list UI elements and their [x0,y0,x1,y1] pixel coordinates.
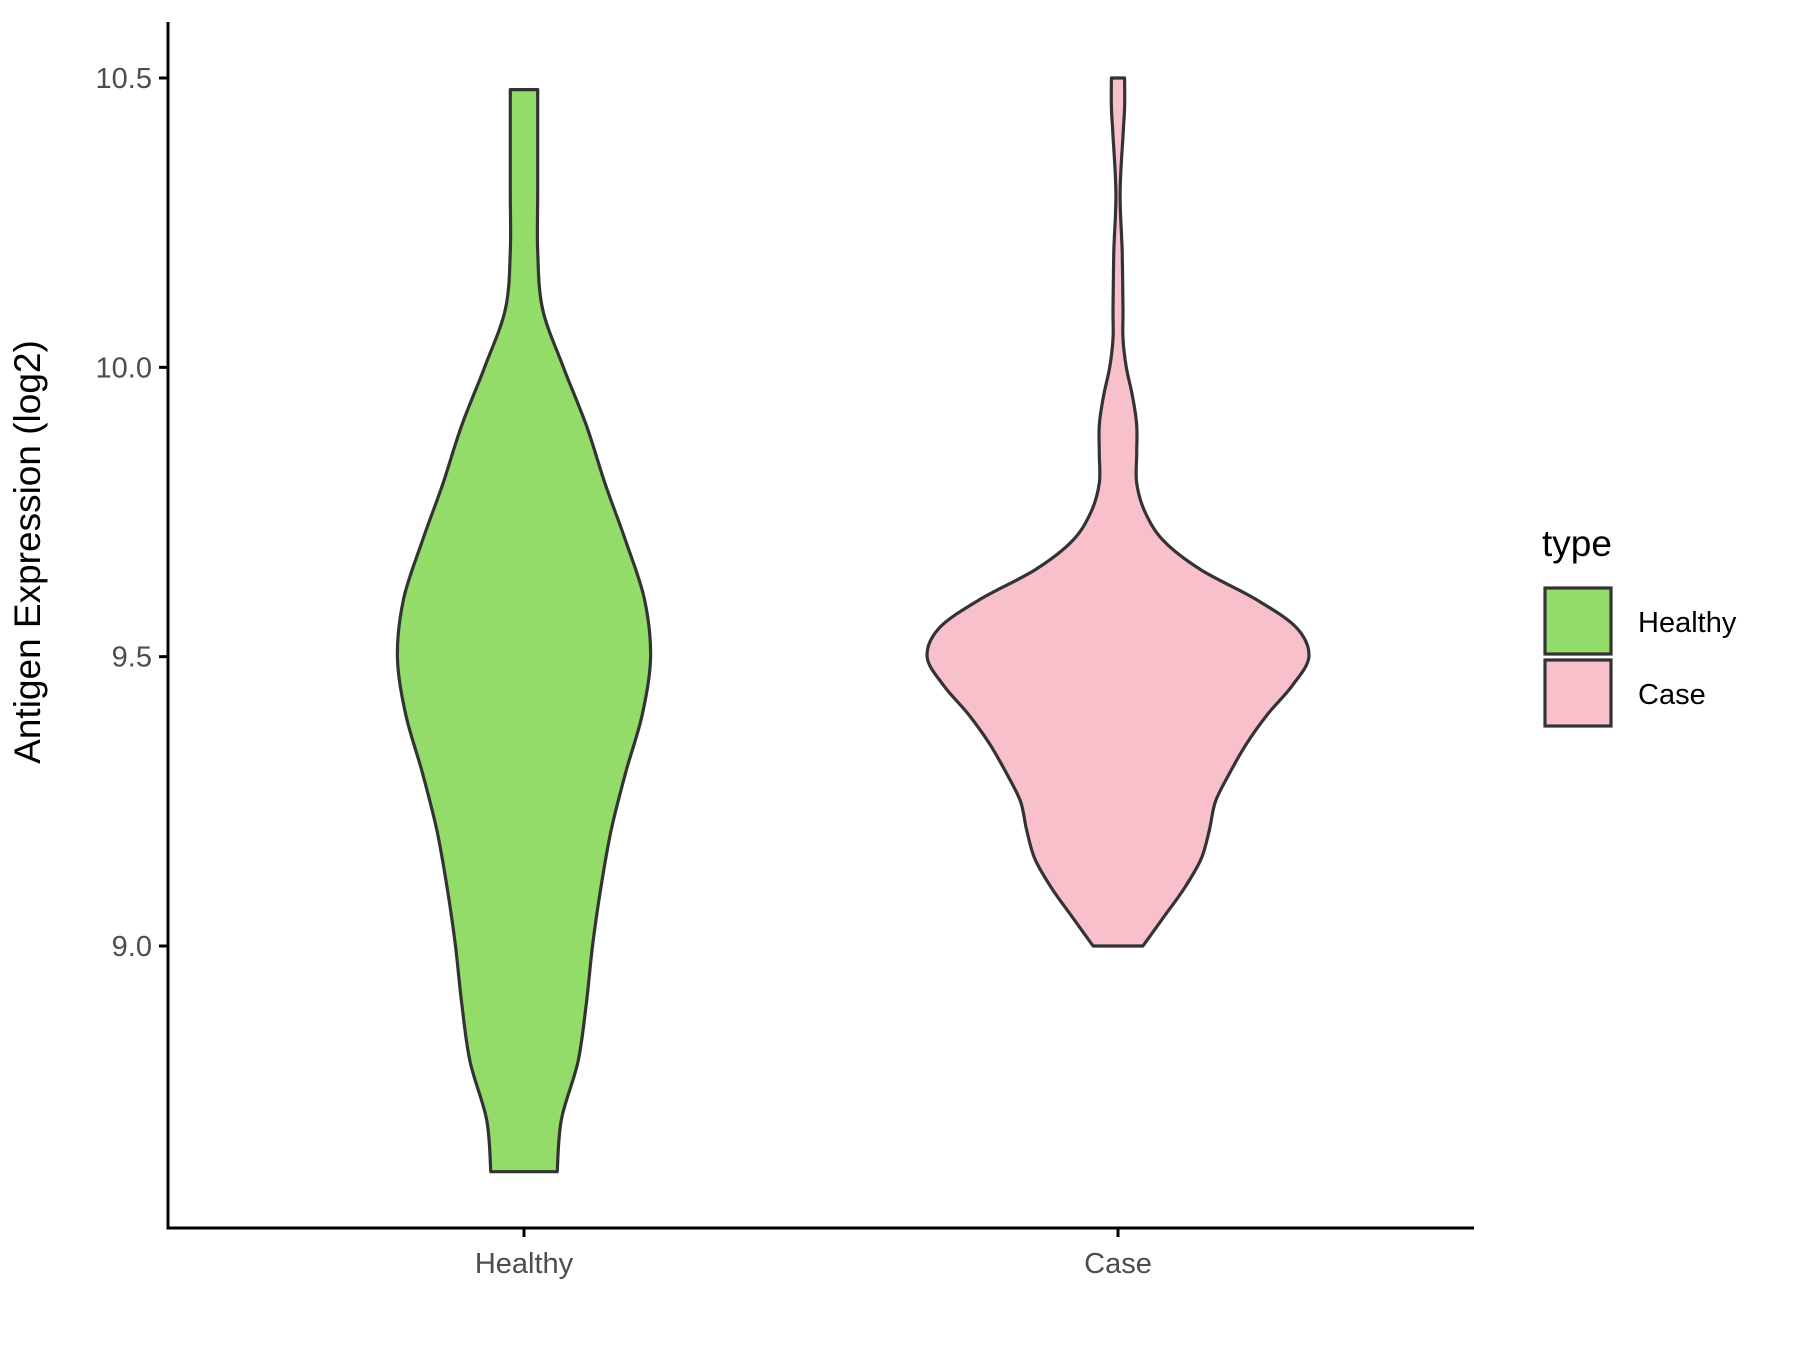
y-tick-label: 10.5 [96,63,152,95]
legend-swatch-healthy [1543,586,1613,656]
axes-layer [166,22,1474,1230]
y-axis-title: Antigen Expression (log2) [7,340,48,764]
y-tick-label: 10.0 [96,352,152,384]
legend: type Healthy Case [1542,523,1737,728]
y-tick-label: 9.5 [112,642,152,674]
violin-healthy [395,88,653,1174]
x-tick-label: Healthy [475,1248,574,1280]
legend-items: Healthy Case [1543,586,1737,728]
legend-label-healthy: Healthy [1638,607,1737,639]
y-tick-label: 9.0 [112,931,152,963]
legend-title: type [1542,523,1612,564]
legend-swatch-case [1543,658,1613,728]
x-axis-ticks: Healthy Case [475,1228,1152,1280]
legend-label-case: Case [1638,679,1706,711]
x-tick-label: Case [1084,1248,1152,1280]
violin-layer [395,76,1311,1174]
y-axis-ticks: 9.0 9.5 10.0 10.5 [96,63,168,963]
violin-case [925,76,1311,948]
